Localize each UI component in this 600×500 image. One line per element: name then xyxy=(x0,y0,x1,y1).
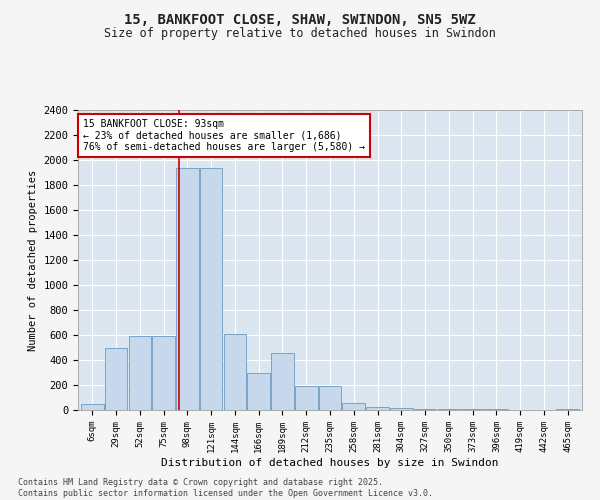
Bar xyxy=(556,409,579,410)
Bar xyxy=(343,402,365,410)
Bar xyxy=(271,352,294,410)
Text: 15 BANKFOOT CLOSE: 93sqm
← 23% of detached houses are smaller (1,686)
76% of sem: 15 BANKFOOT CLOSE: 93sqm ← 23% of detach… xyxy=(83,119,365,152)
X-axis label: Distribution of detached houses by size in Swindon: Distribution of detached houses by size … xyxy=(161,458,499,468)
Bar xyxy=(366,407,389,410)
Bar xyxy=(437,409,460,410)
Bar xyxy=(152,336,175,410)
Bar xyxy=(390,408,413,410)
Y-axis label: Number of detached properties: Number of detached properties xyxy=(28,170,38,350)
Bar xyxy=(81,404,104,410)
Bar xyxy=(128,336,151,410)
Bar xyxy=(414,408,436,410)
Bar xyxy=(247,372,270,410)
Bar xyxy=(461,409,484,410)
Bar xyxy=(176,168,199,410)
Text: 15, BANKFOOT CLOSE, SHAW, SWINDON, SN5 5WZ: 15, BANKFOOT CLOSE, SHAW, SWINDON, SN5 5… xyxy=(124,12,476,26)
Text: Size of property relative to detached houses in Swindon: Size of property relative to detached ho… xyxy=(104,28,496,40)
Bar xyxy=(105,348,127,410)
Bar xyxy=(319,386,341,410)
Bar xyxy=(295,386,317,410)
Bar xyxy=(200,168,223,410)
Text: Contains HM Land Registry data © Crown copyright and database right 2025.
Contai: Contains HM Land Registry data © Crown c… xyxy=(18,478,433,498)
Bar xyxy=(224,334,246,410)
